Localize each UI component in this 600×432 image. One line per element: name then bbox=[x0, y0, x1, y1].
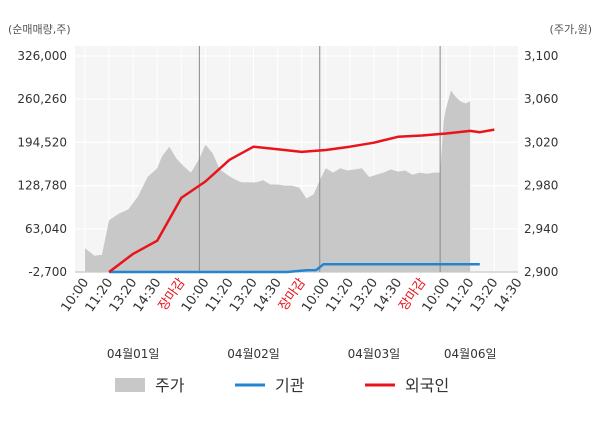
date-label: 04월03일 bbox=[348, 347, 401, 361]
right-tick-label: 2,940 bbox=[524, 222, 558, 236]
left-axis-unit-label: (순매매량,주) bbox=[8, 23, 71, 36]
legend-label: 주가 bbox=[155, 376, 185, 395]
left-tick-label: 194,520 bbox=[17, 135, 67, 149]
legend-label: 기관 bbox=[275, 376, 305, 395]
right-tick-label: 2,980 bbox=[524, 179, 558, 193]
date-label: 04월06일 bbox=[444, 347, 497, 361]
date-label: 04월01일 bbox=[107, 347, 160, 361]
right-tick-label: 3,020 bbox=[524, 135, 558, 149]
right-axis-unit-label: (주가,원) bbox=[550, 23, 592, 36]
right-axis-ticks: 3,100 3,060 3,020 2,980 2,940 2,900 bbox=[524, 49, 558, 279]
left-tick-label: 63,040 bbox=[25, 222, 67, 236]
left-axis-ticks: 326,000 260,260 194,520 128,780 63,040 -2,700 bbox=[17, 49, 67, 279]
left-tick-label: 260,260 bbox=[17, 92, 67, 106]
date-labels: 04월01일 04월02일 04월03일 04월06일 bbox=[107, 347, 497, 361]
left-tick-label: 326,000 bbox=[17, 49, 67, 63]
legend-label: 외국인 bbox=[405, 376, 449, 395]
x-axis-ticks: 10:0011:2013:2014:30장마감10:0011:2013:2014… bbox=[58, 276, 525, 315]
legend-marker-area bbox=[115, 378, 145, 392]
left-tick-label: -2,700 bbox=[28, 265, 67, 279]
right-tick-label: 2,900 bbox=[524, 265, 558, 279]
right-tick-label: 3,060 bbox=[524, 92, 558, 106]
left-tick-label: 128,780 bbox=[17, 179, 67, 193]
right-tick-label: 3,100 bbox=[524, 49, 558, 63]
date-label: 04월02일 bbox=[227, 347, 280, 361]
legend: 주가 기관 외국인 bbox=[115, 376, 449, 395]
